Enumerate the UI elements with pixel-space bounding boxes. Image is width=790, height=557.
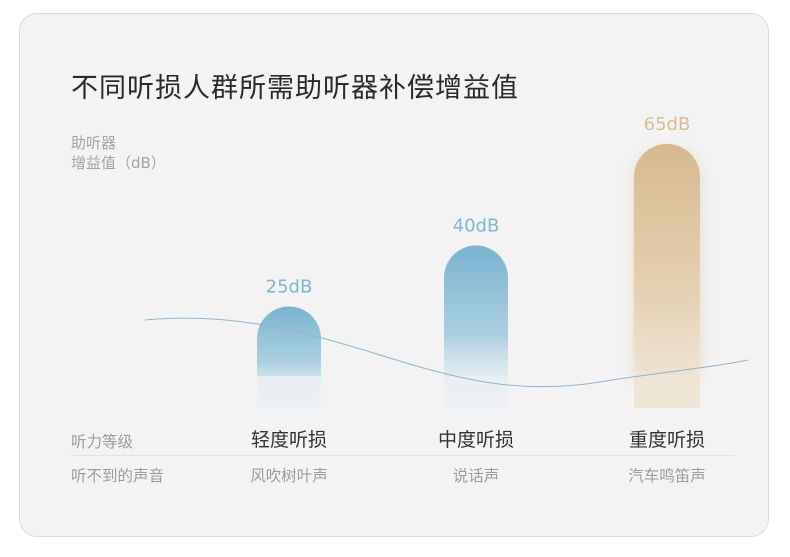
- sound-label-severe: 汽车鸣笛声: [628, 467, 706, 485]
- bar-base-mild: [257, 376, 321, 408]
- bar-moderate: [444, 245, 508, 408]
- value-label-severe: 65dB: [644, 114, 691, 135]
- wave-curve: [144, 317, 749, 388]
- y-axis-label: 助听器 增益值（dB）: [71, 133, 166, 173]
- value-label-moderate: 40dB: [453, 216, 500, 237]
- category-label-moderate: 中度听损: [437, 429, 515, 451]
- sound-label-moderate: 说话声: [452, 467, 500, 485]
- bar-base-severe: [634, 375, 700, 408]
- category-label-mild: 轻度听损: [250, 429, 328, 451]
- category-label-severe: 重度听损: [628, 429, 706, 451]
- row-divider: [71, 455, 735, 456]
- row-label-level: 听力等级: [71, 433, 134, 451]
- y-axis-label-line-2: 增益值（dB）: [71, 154, 166, 172]
- chart-title: 不同听损人群所需助听器补偿增益值: [71, 73, 519, 104]
- value-label-mild: 25dB: [266, 276, 313, 297]
- bar-base-moderate: [444, 376, 508, 408]
- row-label-sound: 听不到的声音: [71, 467, 165, 485]
- bar-severe: [634, 144, 700, 408]
- y-axis-label-line-1: 助听器: [71, 134, 117, 152]
- sound-label-mild: 风吹树叶声: [250, 467, 328, 485]
